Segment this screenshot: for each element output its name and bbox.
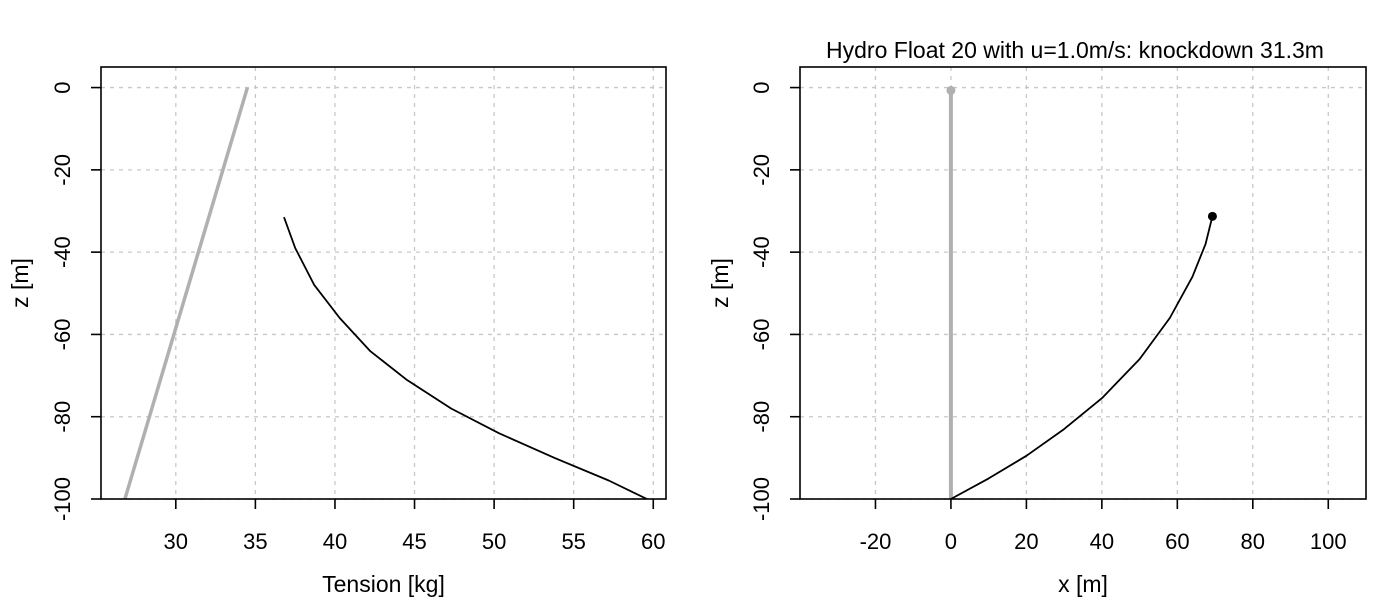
x-tick-label-6: 100	[1310, 529, 1347, 554]
series-line-0	[123, 87, 250, 500]
plot-frame	[799, 66, 1367, 500]
x-tick-label-5: 55	[561, 529, 585, 554]
x-tick-label-0: -20	[860, 529, 892, 554]
tension-panel: 30 35 40 45 50 55 60 0 -20 -40 -60 -80 -100 Tension […	[7, 66, 667, 597]
y-tick-label-0: 0	[749, 81, 774, 93]
y-tick-label-2: -40	[749, 236, 774, 268]
x-tick-label-5: 80	[1241, 529, 1265, 554]
y-tick-label-2: -40	[50, 236, 75, 268]
y-tick-label-4: -80	[749, 401, 774, 433]
series-line-1	[950, 216, 1214, 500]
y-axis-label: z [m]	[707, 258, 733, 308]
y-tick-label-5: -100	[50, 477, 75, 521]
series-end-point-1	[1207, 211, 1217, 221]
x-axis-label: x [m]	[1058, 571, 1108, 597]
y-tick-label-4: -80	[50, 401, 75, 433]
x-tick-label-2: 20	[1014, 529, 1038, 554]
y-tick-label-3: -60	[50, 319, 75, 351]
x-tick-label-4: 50	[482, 529, 506, 554]
x-tick-label-1: 0	[945, 529, 957, 554]
y-tick-label-3: -60	[749, 319, 774, 351]
x-tick-label-6: 60	[641, 529, 665, 554]
series-end-point-0	[946, 85, 956, 95]
y-axis-label: z [m]	[7, 258, 33, 308]
plot-frame	[100, 66, 667, 500]
y-tick-label-0: 0	[50, 81, 75, 93]
position-panel: -20 0 20 40 60 80 100 0 -20 -40 -60 -80 -100 x [m] z […	[707, 37, 1367, 597]
chart-title: Hydro Float 20 with u=1.0m/s: knockdown …	[826, 37, 1324, 63]
x-tick-label-3: 40	[1090, 529, 1114, 554]
x-axis-label: Tension [kg]	[322, 571, 445, 597]
x-tick-label-3: 45	[402, 529, 426, 554]
x-tick-label-4: 60	[1165, 529, 1189, 554]
x-tick-label-1: 35	[243, 529, 267, 554]
y-tick-label-1: -20	[50, 154, 75, 186]
y-tick-label-5: -100	[749, 477, 774, 521]
y-tick-label-1: -20	[749, 154, 774, 186]
x-tick-label-2: 40	[323, 529, 347, 554]
series-line-1	[283, 216, 648, 500]
x-tick-label-0: 30	[164, 529, 188, 554]
